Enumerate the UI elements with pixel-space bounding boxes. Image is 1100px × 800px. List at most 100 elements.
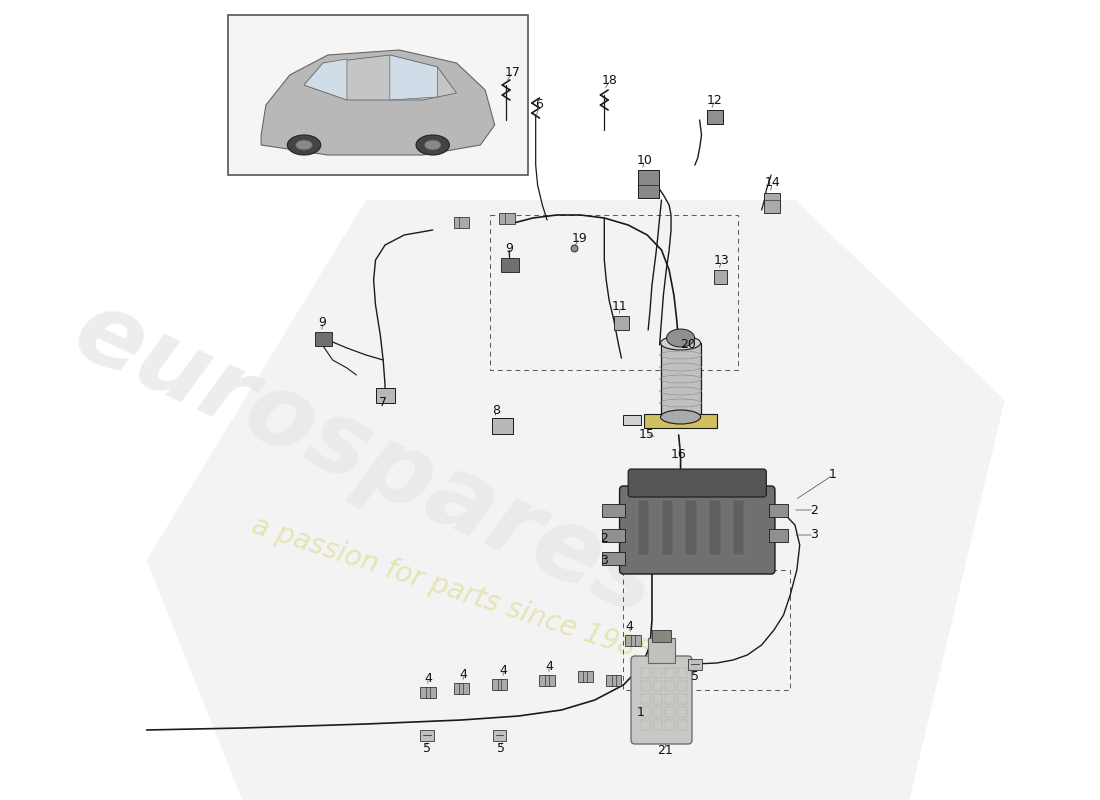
Bar (653, 707, 662, 717)
Bar (678, 668, 688, 678)
Text: 6: 6 (536, 98, 543, 111)
Text: 18: 18 (602, 74, 618, 86)
Bar (653, 681, 662, 691)
Bar (375, 388, 395, 403)
Text: 4: 4 (460, 667, 467, 681)
Text: 15: 15 (638, 427, 654, 441)
Bar (453, 217, 469, 228)
Bar (653, 668, 662, 678)
Ellipse shape (296, 140, 312, 150)
Ellipse shape (287, 135, 321, 155)
Text: 4: 4 (499, 663, 507, 677)
Bar (666, 668, 674, 678)
Bar (769, 504, 789, 517)
Bar (714, 270, 727, 284)
Text: 8: 8 (492, 403, 499, 417)
Polygon shape (304, 59, 346, 100)
Bar (769, 529, 789, 542)
Text: 3: 3 (601, 554, 608, 566)
Bar (733, 500, 745, 555)
Text: 4: 4 (424, 671, 432, 685)
Bar (652, 630, 671, 642)
Bar (645, 414, 717, 428)
Ellipse shape (416, 135, 450, 155)
Bar (689, 659, 702, 670)
Bar (661, 343, 701, 418)
Bar (624, 415, 640, 425)
Bar (666, 694, 674, 704)
Bar (640, 668, 650, 678)
Bar (661, 500, 673, 555)
Text: 21: 21 (658, 743, 673, 757)
Bar (603, 504, 625, 517)
Text: 16: 16 (671, 447, 686, 461)
Text: 9: 9 (318, 315, 326, 329)
Bar (603, 529, 625, 542)
Bar (492, 418, 513, 434)
Polygon shape (304, 55, 456, 100)
Bar (710, 500, 720, 555)
Text: 17: 17 (505, 66, 520, 78)
Bar (685, 500, 696, 555)
Bar (666, 681, 674, 691)
FancyBboxPatch shape (628, 469, 767, 497)
Polygon shape (389, 55, 438, 100)
Text: 5: 5 (497, 742, 505, 754)
Bar (638, 170, 659, 198)
Ellipse shape (661, 336, 701, 350)
Text: 11: 11 (612, 301, 627, 314)
Text: 14: 14 (764, 177, 780, 190)
Text: 3: 3 (810, 529, 818, 542)
Bar (420, 730, 433, 741)
Bar (678, 707, 688, 717)
Bar (678, 720, 688, 730)
Bar (453, 683, 469, 694)
Bar (666, 720, 674, 730)
Polygon shape (146, 200, 1004, 800)
Bar (315, 332, 332, 346)
Text: 13: 13 (714, 254, 729, 267)
Ellipse shape (425, 140, 441, 150)
Text: 19: 19 (572, 231, 587, 245)
Text: 4: 4 (625, 619, 632, 633)
Text: 12: 12 (707, 94, 723, 106)
Bar (707, 110, 723, 124)
Text: 1: 1 (637, 706, 645, 718)
Bar (638, 500, 649, 555)
Text: 9: 9 (505, 242, 513, 254)
Polygon shape (261, 50, 495, 155)
Text: 4: 4 (546, 659, 553, 673)
Bar (603, 552, 625, 565)
Bar (502, 258, 518, 272)
Ellipse shape (667, 329, 694, 347)
FancyBboxPatch shape (619, 486, 774, 574)
Bar (678, 681, 688, 691)
Bar (678, 694, 688, 704)
Bar (228, 15, 528, 175)
Text: 2: 2 (601, 531, 608, 545)
FancyBboxPatch shape (631, 656, 692, 744)
Bar (640, 694, 650, 704)
Bar (640, 681, 650, 691)
Text: 20: 20 (680, 338, 696, 351)
Text: eurospares: eurospares (58, 282, 673, 638)
Text: 2: 2 (810, 503, 818, 517)
Text: a passion for parts since 1985: a passion for parts since 1985 (248, 512, 656, 668)
Bar (653, 720, 662, 730)
Bar (420, 687, 436, 698)
Bar (578, 671, 593, 682)
Text: 5: 5 (691, 670, 698, 682)
Bar (625, 635, 640, 646)
Bar (606, 675, 621, 686)
Bar (539, 675, 554, 686)
Bar (492, 679, 507, 690)
Text: 5: 5 (424, 742, 431, 754)
Bar (653, 694, 662, 704)
Bar (493, 730, 506, 741)
Bar (499, 213, 515, 224)
Ellipse shape (661, 410, 701, 424)
Bar (764, 193, 780, 213)
Text: 1: 1 (829, 469, 837, 482)
Bar (640, 707, 650, 717)
Bar (666, 707, 674, 717)
